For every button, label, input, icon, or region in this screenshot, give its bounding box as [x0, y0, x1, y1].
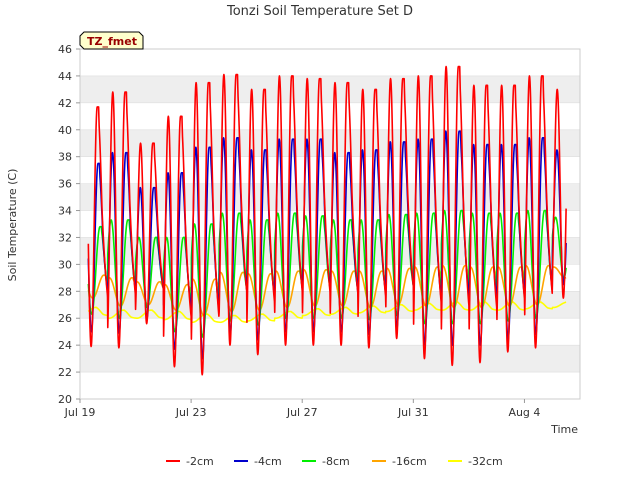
plot-area [80, 49, 580, 399]
axes [79, 48, 581, 400]
y-tick-label: 42 [58, 97, 72, 110]
legend: -2cm -4cm -8cm -16cm -32cm [166, 455, 503, 468]
legend-label: -16cm [392, 455, 427, 468]
y-tick-label: 28 [58, 285, 72, 298]
y-tick-label: 34 [58, 205, 72, 218]
x-tick-label: Aug 4 [508, 406, 540, 419]
y-tick-label: 36 [58, 178, 72, 191]
legend-item-minus-8cm: -8cm [302, 455, 350, 468]
y-tick-label: 20 [58, 393, 72, 406]
y-tick-label: 26 [58, 312, 72, 325]
grid-band [80, 129, 580, 157]
y-tick-label: 24 [58, 339, 72, 352]
x-tick-label: Jul 31 [397, 406, 429, 419]
legend-item-minus-2cm: -2cm [166, 455, 214, 468]
legend-label: -32cm [468, 455, 503, 468]
y-tick-label: 32 [58, 231, 72, 244]
badge-label: TZ_fmet [87, 35, 137, 48]
y-tick-label: 46 [58, 43, 72, 56]
x-tick-label: Jul 27 [286, 406, 318, 419]
series-layer [87, 65, 567, 376]
legend-item-minus-16cm: -16cm [372, 455, 427, 468]
y-tick-label: 30 [58, 258, 72, 271]
x-axis-label: Time [550, 423, 578, 436]
dataset-badge: TZ_fmet [79, 31, 144, 50]
y-tick-label: 22 [58, 366, 72, 379]
y-tick-labels: 20 22 24 26 28 30 32 34 36 38 40 42 44 46 [58, 43, 80, 406]
x-tick-label: Jul 19 [64, 406, 96, 419]
grid-band [80, 75, 580, 103]
series-line-minus-32cm [87, 301, 567, 324]
plot-frame [79, 48, 581, 400]
legend-item-minus-4cm: -4cm [234, 455, 282, 468]
legend-label: -2cm [186, 455, 214, 468]
series-line-minus-2cm [87, 65, 567, 376]
y-tick-label: 40 [58, 124, 72, 137]
chart-title: Tonzi Soil Temperature Set D [226, 4, 413, 19]
y-tick-label: 44 [58, 70, 72, 83]
y-tick-label: 38 [58, 151, 72, 164]
y-axis-label: Soil Temperature (C) [6, 169, 19, 282]
legend-label: -8cm [322, 455, 350, 468]
grid-band [80, 345, 580, 373]
x-tick-label: Jul 23 [175, 406, 207, 419]
legend-item-minus-32cm: -32cm [448, 455, 503, 468]
plot-background [80, 49, 580, 399]
grid-band [80, 183, 580, 211]
legend-label: -4cm [254, 455, 282, 468]
badge-box [79, 31, 144, 50]
x-tick-labels: Jul 19 Jul 23 Jul 27 Jul 31 Aug 4 [64, 399, 540, 419]
